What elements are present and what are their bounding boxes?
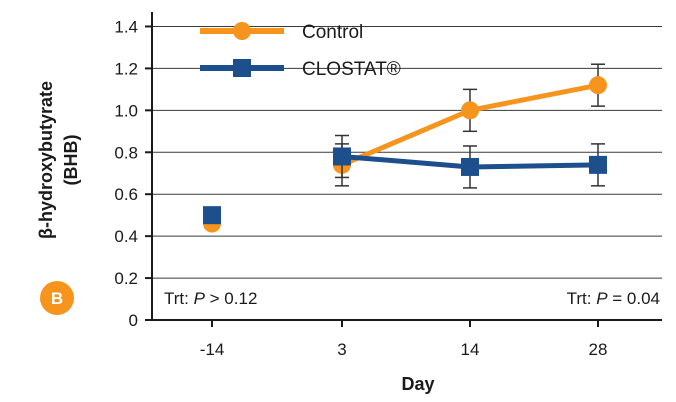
series-control [203,63,607,233]
y-tick-label: 1.2 [114,59,138,78]
data-point [589,155,607,174]
legend: Control CLOSTAT® [200,22,401,80]
y-tick-label: 0.2 [114,269,138,288]
data-point [203,206,221,225]
x-tick-label: 14 [461,340,480,359]
y-tick-label: 0.6 [114,185,138,204]
data-point [461,157,479,176]
data-point [461,101,479,120]
annotation-trt-left: Trt: P > 0.12 [164,289,257,308]
data-point [333,147,351,166]
y-tick-label: 0.4 [114,227,138,246]
y-axis-title-line1: β-hydroxybutyrate [36,81,56,239]
legend-control-marker [233,22,251,40]
y-tick-labels: 0 0.2 0.4 0.6 0.8 1.0 1.2 1.4 [114,17,138,330]
y-tick-label: 1.0 [114,101,138,120]
y-axis-title-line2: (BHB) [61,135,81,186]
x-tick-label: 28 [589,340,608,359]
x-axis-title: Day [401,374,434,394]
panel-badge-circle [40,281,74,315]
legend-item-clostat: CLOSTAT® [200,59,401,80]
x-tick-label: 3 [337,340,346,359]
data-point [589,76,607,95]
series-clostat [203,134,607,225]
y-tick-label: 0.8 [114,143,138,162]
y-tick-label: 0 [129,311,138,330]
y-tick-label: 1.4 [114,17,138,36]
axes [151,12,662,321]
legend-clostat-marker [233,59,251,77]
panel-badge: B [40,281,74,315]
x-tick-label: -14 [200,340,225,359]
legend-item-control: Control [200,22,363,43]
annotation-trt-right: Trt: P = 0.04 [567,289,660,308]
x-tick-labels: -14 3 14 28 [200,320,608,359]
legend-clostat-label: CLOSTAT® [302,59,401,80]
panel-label: B [51,289,63,308]
legend-control-label: Control [302,22,363,43]
series-layer [203,63,607,233]
